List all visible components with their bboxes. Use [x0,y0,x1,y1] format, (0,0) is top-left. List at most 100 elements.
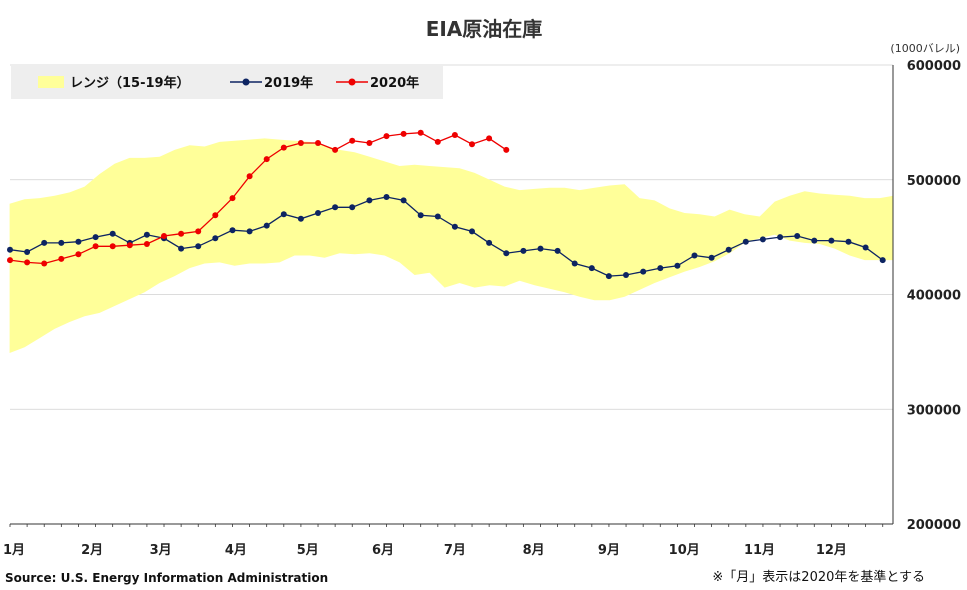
x-tick-label: 1月 [3,543,25,558]
x-tick-label: 3月 [150,543,172,558]
x-tick-label: 11月 [744,543,775,558]
x-tick-label: 6月 [372,543,394,558]
data-point-2020 [434,138,441,145]
data-point-2020 [366,140,373,146]
data-point-2020 [126,242,133,249]
data-point-2019 [794,233,801,239]
x-tick-label: 2月 [81,543,103,558]
data-point-2019 [537,245,544,252]
range-band [9,138,894,353]
series-lines [7,129,886,280]
data-point-2020 [24,259,31,266]
data-point-2019 [280,211,287,218]
data-point-2019 [451,223,458,230]
data-point-2019 [400,197,407,204]
data-point-2019 [41,239,48,246]
data-point-2019 [640,268,647,275]
data-point-2020 [212,212,219,219]
source-text: Source: U.S. Energy Information Administ… [5,571,328,585]
series-line-2019 [9,196,884,277]
data-point-2019 [759,236,766,243]
x-tick-label: 8月 [523,543,545,558]
data-point-2020 [315,140,321,146]
data-point-2019 [469,228,475,235]
x-tick-label: 9月 [598,543,620,558]
x-tick-label: 4月 [225,543,247,558]
data-point-2019 [178,245,185,252]
data-point-2020 [280,144,287,151]
data-point-2019 [246,228,253,235]
data-point-2020 [451,132,458,138]
data-point-2019 [58,239,65,246]
data-point-2019 [571,260,578,267]
x-tick-label: 10月 [669,543,700,558]
axes: 200000 300000 400000 500000 600000 1月 2月 3月 4月 5月… [3,59,961,558]
data-point-2020 [417,129,424,136]
data-point-2019 [862,244,869,251]
data-point-2019 [657,265,664,272]
data-point-2019 [263,222,270,229]
data-point-2019 [605,273,612,280]
data-point-2019 [725,246,732,253]
legend-range-swatch [38,76,64,88]
y-tick-label: 500000 [907,174,961,189]
data-point-2020 [229,195,236,202]
chart-title: EIA原油在庫 [426,17,543,41]
legend: レンジ（15-19年） 2019年 2020年 [11,66,443,99]
data-point-2019 [195,243,202,250]
data-point-2020 [178,230,185,237]
data-point-2020 [246,173,253,180]
data-point-2019 [777,234,784,241]
data-point-2019 [742,238,749,245]
y-tick-label: 300000 [907,403,961,418]
data-point-2019 [623,272,629,278]
data-point-2019 [434,213,441,220]
data-point-2020 [349,137,356,144]
data-point-2019 [297,215,304,222]
data-point-2020 [75,251,82,258]
x-tick-label: 12月 [816,543,847,558]
data-point-2019 [75,238,82,245]
data-point-2019 [109,230,116,237]
legend-range-label: レンジ（15-19年） [70,75,190,91]
data-point-2019 [24,249,31,255]
data-point-2020 [383,133,390,140]
legend-2020-label: 2020年 [370,75,419,91]
y-tick-label: 400000 [907,289,961,304]
y-tick-label: 200000 [907,518,961,533]
data-point-2020 [109,243,116,250]
data-point-2019 [845,238,852,245]
data-point-2019 [92,234,99,241]
data-point-2019 [383,194,390,200]
data-point-2020 [7,257,13,264]
data-point-2020 [297,140,304,146]
note-text: ※「月」表示は2020年を基準とする [712,569,925,585]
data-point-2020 [195,228,202,235]
x-tick-label: 7月 [444,543,466,558]
data-point-2019 [349,204,356,211]
data-point-2019 [708,254,715,261]
data-point-2019 [879,257,886,264]
x-tick-label: 5月 [297,543,319,558]
data-point-2019 [229,227,236,234]
data-point-2019 [588,265,595,272]
data-point-2019 [828,237,835,244]
data-point-2020 [400,130,407,137]
data-point-2019 [366,197,373,204]
legend-2019-label: 2019年 [264,75,313,91]
series-line-2020 [9,132,507,265]
y-tick-label: 600000 [907,59,961,74]
y-axis-unit-label: (1000バレル) [890,42,960,55]
data-point-2020 [92,243,99,250]
legend-background [11,66,443,99]
data-point-2019 [503,250,510,257]
data-point-2019 [7,246,13,253]
data-point-2019 [332,204,339,211]
data-point-2020 [503,146,510,153]
data-point-2020 [332,146,339,153]
data-point-2019 [212,235,219,242]
data-point-2019 [554,247,561,254]
data-point-2019 [486,239,493,246]
data-point-2020 [486,135,493,142]
